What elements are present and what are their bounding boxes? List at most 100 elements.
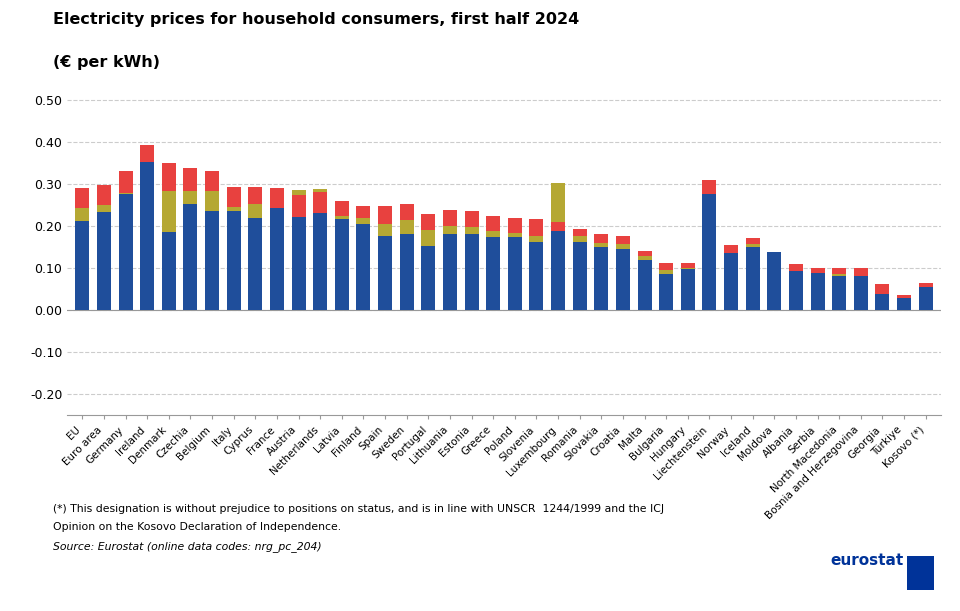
Bar: [551, 222, 565, 231]
Bar: [378, 207, 392, 224]
Bar: [249, 204, 262, 218]
Bar: [335, 219, 348, 310]
Bar: [270, 208, 284, 310]
Bar: [292, 196, 305, 217]
Bar: [508, 233, 522, 237]
Bar: [486, 230, 500, 237]
Bar: [378, 236, 392, 310]
Bar: [897, 296, 911, 310]
Bar: [443, 234, 457, 310]
Bar: [853, 276, 868, 310]
Bar: [660, 263, 673, 270]
Bar: [486, 237, 500, 310]
Bar: [399, 204, 414, 220]
Bar: [897, 296, 911, 298]
Bar: [681, 268, 695, 269]
Bar: [573, 242, 587, 310]
Bar: [75, 208, 89, 221]
Bar: [313, 189, 327, 310]
Bar: [421, 214, 435, 230]
Bar: [810, 273, 825, 310]
Bar: [767, 252, 781, 310]
Bar: [335, 201, 348, 216]
Bar: [703, 180, 716, 194]
Bar: [660, 270, 673, 274]
Bar: [97, 185, 111, 205]
Bar: [594, 233, 609, 243]
Bar: [443, 227, 457, 234]
Bar: [832, 276, 846, 310]
Bar: [162, 191, 176, 232]
Bar: [616, 236, 630, 244]
FancyBboxPatch shape: [907, 556, 934, 590]
Bar: [75, 188, 89, 208]
Bar: [810, 268, 825, 273]
Bar: [313, 192, 327, 213]
Bar: [746, 238, 759, 244]
Bar: [292, 190, 305, 217]
Bar: [681, 263, 695, 268]
Bar: [508, 237, 522, 310]
Bar: [832, 274, 846, 276]
Bar: [876, 284, 890, 294]
Bar: [356, 219, 371, 224]
Bar: [205, 191, 219, 211]
Bar: [399, 220, 414, 233]
Text: Source: Eurostat (online data codes: nrg_pc_204): Source: Eurostat (online data codes: nrg…: [53, 541, 322, 552]
Bar: [249, 188, 262, 204]
Bar: [616, 249, 630, 310]
Bar: [335, 216, 348, 219]
Bar: [508, 218, 522, 233]
Bar: [529, 242, 543, 310]
Bar: [681, 269, 695, 310]
Bar: [724, 244, 738, 253]
Bar: [378, 224, 392, 236]
Bar: [919, 287, 933, 310]
Bar: [140, 145, 155, 162]
Bar: [551, 183, 565, 231]
Bar: [118, 171, 132, 193]
Bar: [637, 260, 652, 310]
Bar: [637, 251, 652, 256]
Bar: [746, 244, 759, 247]
Bar: [75, 221, 89, 310]
Bar: [183, 191, 198, 204]
Bar: [118, 194, 132, 310]
Bar: [205, 211, 219, 310]
Bar: [97, 212, 111, 310]
Bar: [832, 268, 846, 274]
Bar: [292, 190, 305, 310]
Bar: [356, 206, 371, 219]
Bar: [551, 183, 565, 310]
Bar: [853, 268, 868, 276]
Bar: [443, 210, 457, 227]
Bar: [573, 229, 587, 236]
Text: Opinion on the Kosovo Declaration of Independence.: Opinion on the Kosovo Declaration of Ind…: [53, 522, 341, 532]
Bar: [421, 230, 435, 246]
Bar: [97, 205, 111, 212]
Text: eurostat: eurostat: [830, 553, 903, 568]
Bar: [249, 218, 262, 310]
Bar: [660, 274, 673, 310]
Bar: [529, 219, 543, 236]
Bar: [529, 236, 543, 242]
Bar: [162, 232, 176, 310]
Bar: [746, 247, 759, 310]
Bar: [399, 233, 414, 310]
Bar: [465, 235, 479, 310]
Bar: [227, 186, 241, 207]
Text: Electricity prices for household consumers, first half 2024: Electricity prices for household consume…: [53, 12, 579, 27]
Bar: [183, 204, 198, 310]
Bar: [227, 207, 241, 211]
Bar: [724, 253, 738, 310]
Bar: [140, 149, 155, 162]
Bar: [594, 247, 609, 310]
Bar: [227, 211, 241, 310]
Text: (€ per kWh): (€ per kWh): [53, 55, 159, 70]
Bar: [205, 170, 219, 191]
Bar: [573, 236, 587, 242]
Bar: [140, 149, 155, 310]
Bar: [421, 246, 435, 310]
Bar: [465, 211, 479, 227]
Bar: [637, 256, 652, 260]
